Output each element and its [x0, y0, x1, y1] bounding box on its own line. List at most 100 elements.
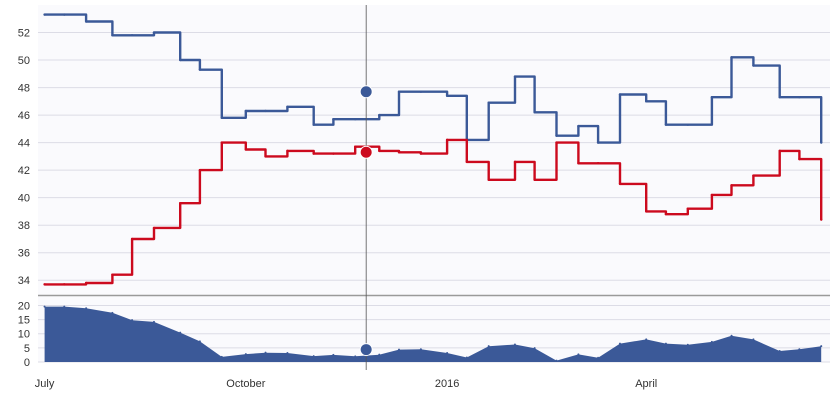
- series-point-1: [730, 56, 733, 59]
- area-point: [397, 348, 400, 351]
- area-point: [752, 338, 755, 341]
- series-point-1: [179, 58, 182, 62]
- series-point-1: [710, 96, 714, 99]
- series-point-1: [43, 13, 46, 16]
- y-tick-label-upper: 50: [18, 55, 30, 67]
- area-point: [63, 305, 66, 308]
- y-tick-label-lower: 10: [18, 329, 30, 341]
- series-line-1: [44, 13, 823, 144]
- y-tick-label-upper: 42: [18, 165, 30, 177]
- area-point: [286, 351, 289, 354]
- area-point: [111, 311, 114, 314]
- series-point-2: [778, 149, 781, 153]
- series-point-2: [752, 174, 755, 177]
- series-point-2: [198, 168, 202, 172]
- area-point: [312, 355, 315, 358]
- y-tick-label-upper: 44: [18, 138, 30, 150]
- series-point-1: [513, 75, 517, 78]
- x-tick-label: 2016: [435, 378, 459, 390]
- series-point-1: [130, 34, 134, 37]
- area-point: [244, 353, 247, 356]
- area-point: [354, 355, 357, 358]
- area-point: [487, 345, 490, 348]
- series-point-1: [354, 118, 357, 121]
- series-point-2: [419, 152, 423, 155]
- plot-area: [38, 5, 830, 362]
- series-point-2: [111, 273, 114, 276]
- series-point-2: [130, 237, 134, 241]
- series-point-2: [686, 207, 689, 210]
- series-point-1: [596, 141, 600, 144]
- series-point-1: [752, 64, 755, 67]
- series-point-2: [730, 184, 733, 187]
- area-point: [533, 347, 536, 350]
- crosshair-marker-series-1: [359, 85, 373, 99]
- series-point-2: [645, 210, 648, 213]
- series-point-2: [533, 178, 536, 181]
- series-point-1: [618, 93, 622, 96]
- series-point-1: [220, 116, 223, 120]
- y-tick-label-lower: 5: [24, 343, 30, 355]
- series-point-2: [798, 157, 801, 161]
- y-tick-label-upper: 36: [18, 248, 30, 260]
- crosshair-marker-series-2: [359, 145, 373, 159]
- area-point: [446, 351, 449, 354]
- series-point-1: [286, 105, 289, 109]
- series-point-1: [533, 111, 536, 114]
- series-point-2: [445, 138, 449, 142]
- area-point: [220, 355, 223, 358]
- lead-area-layer: [43, 305, 823, 362]
- series-point-2: [264, 155, 267, 158]
- series-point-1: [664, 123, 668, 126]
- series-point-1: [645, 100, 648, 103]
- series-point-1: [198, 68, 202, 71]
- series-point-2: [397, 151, 401, 154]
- x-tick-labels: July October 2016 April: [35, 378, 657, 390]
- series-point-1: [798, 96, 801, 99]
- area-point: [645, 338, 648, 341]
- series-point-2: [332, 152, 335, 155]
- series-point-1: [577, 124, 580, 128]
- series-point-1: [152, 31, 156, 34]
- series-point-2: [618, 182, 622, 186]
- series-point-2: [378, 149, 381, 153]
- area-point: [664, 342, 667, 345]
- series-point-2: [152, 226, 156, 230]
- y-tick-label-upper: 48: [18, 83, 30, 95]
- series-point-1: [419, 90, 423, 93]
- area-point: [798, 348, 801, 351]
- series-point-1: [332, 118, 335, 121]
- series-point-2: [487, 178, 490, 181]
- series-point-1: [111, 34, 114, 37]
- series-point-2: [465, 160, 469, 164]
- area-point: [179, 331, 182, 334]
- series-point-2: [244, 148, 248, 151]
- series-point-2: [577, 162, 580, 165]
- series-point-1: [244, 109, 248, 113]
- area-point: [85, 307, 88, 310]
- series-point-2: [513, 160, 517, 164]
- y-tick-label-upper: 52: [18, 28, 30, 40]
- y-tick-label-upper: 34: [18, 275, 30, 287]
- y-tick-labels: 34 36 38 40 42 44 46 48 50 52 0 5 10 15 20: [18, 28, 30, 369]
- lead-area: [44, 306, 822, 362]
- series-point-1: [63, 13, 66, 16]
- area-point: [419, 348, 422, 351]
- series-point-1: [555, 134, 558, 137]
- area-point: [378, 353, 381, 356]
- area-point: [555, 359, 558, 362]
- crosshair-marker-area: [359, 343, 373, 357]
- y-tick-label-lower: 0: [24, 357, 30, 369]
- area-point: [198, 340, 201, 343]
- area-point: [686, 343, 689, 346]
- crosshair-layer[interactable]: [359, 5, 373, 370]
- series-point-1: [378, 113, 381, 117]
- area-point: [710, 340, 713, 343]
- series-point-2: [710, 193, 714, 197]
- area-point: [820, 345, 823, 348]
- area-point: [264, 351, 267, 354]
- series-lines-layer: [43, 13, 823, 286]
- series-point-2: [312, 152, 315, 155]
- series-point-2: [179, 201, 182, 205]
